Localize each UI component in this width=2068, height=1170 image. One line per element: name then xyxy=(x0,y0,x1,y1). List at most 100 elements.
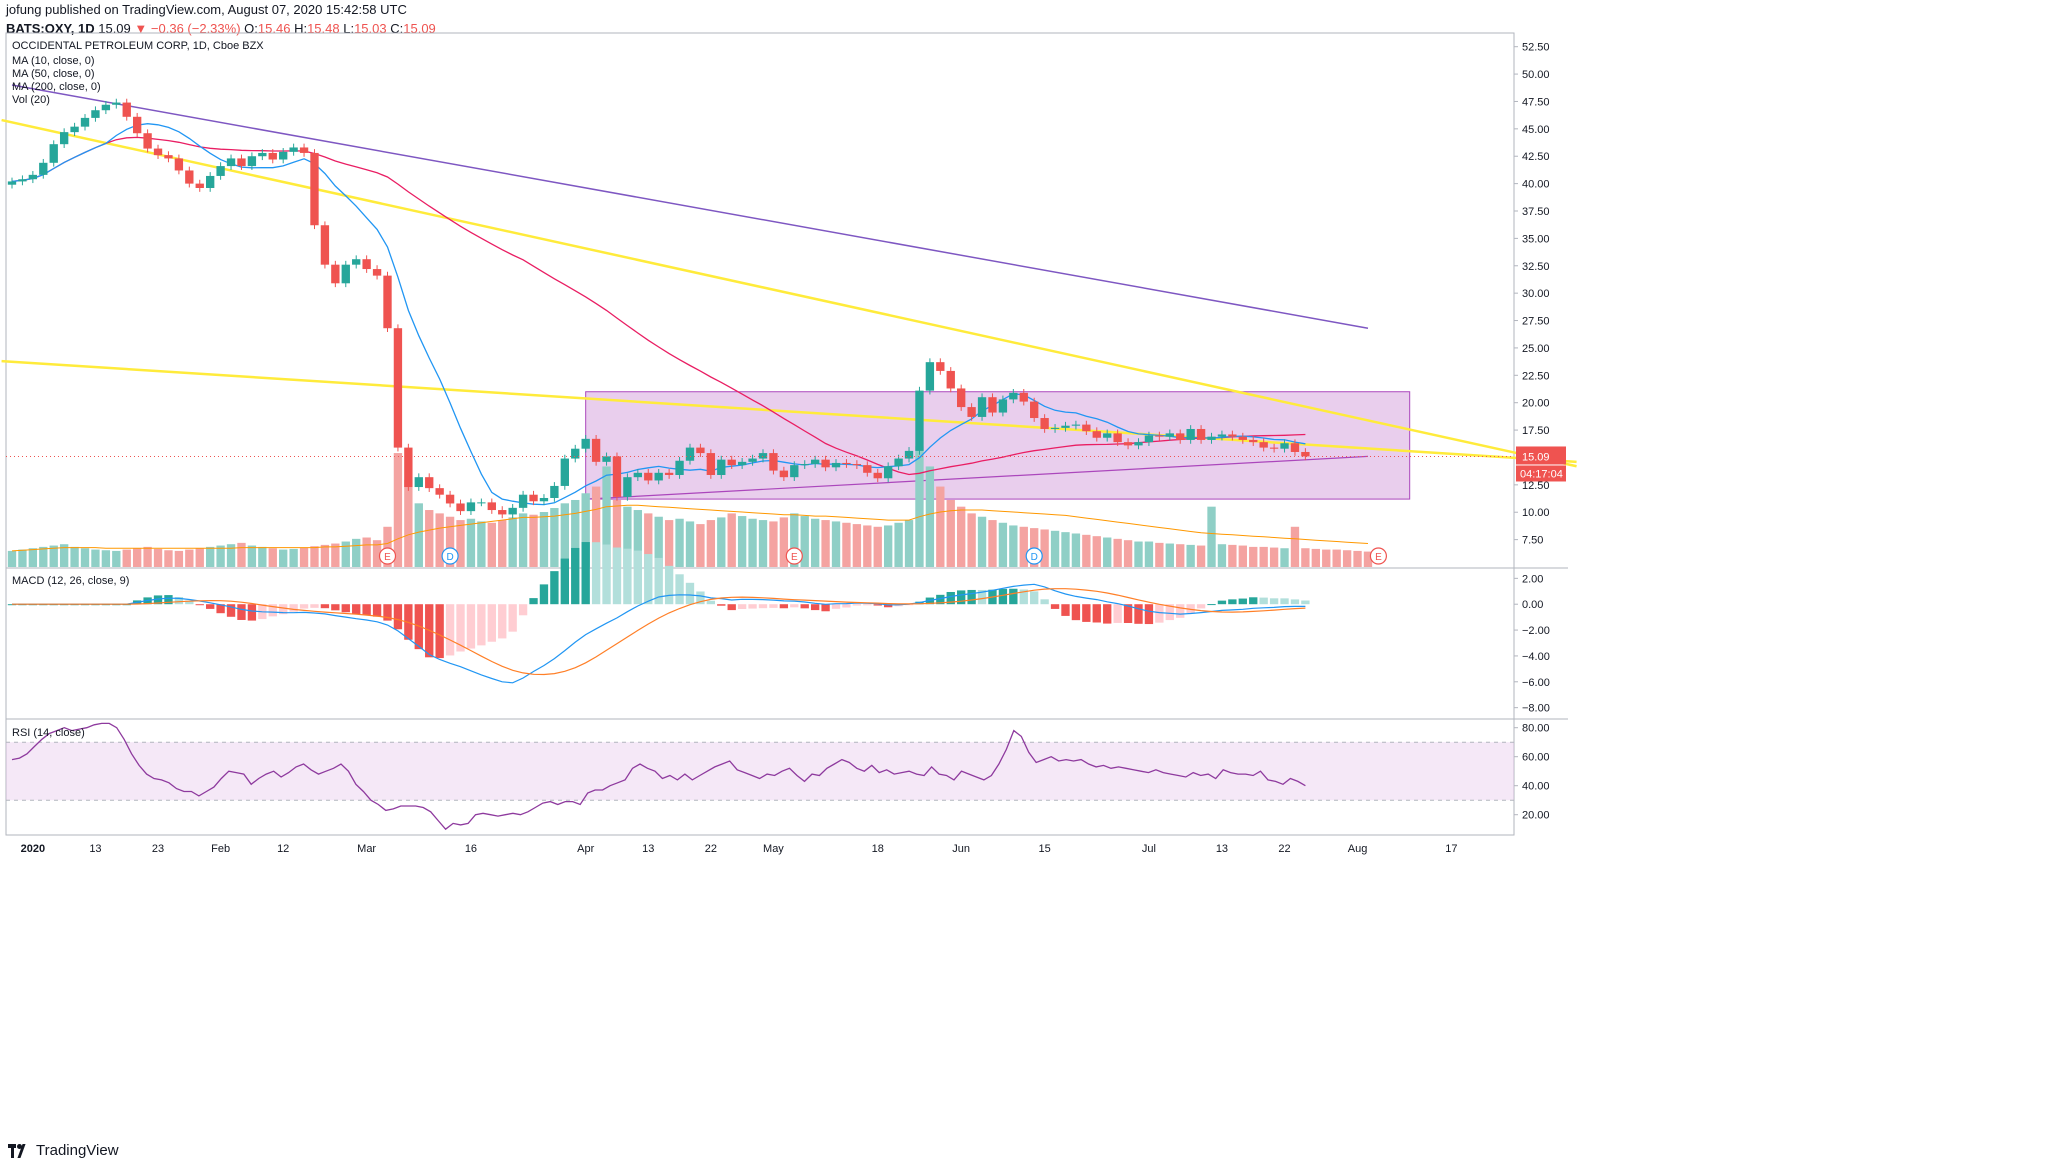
last-price-tag-label: 15.09 xyxy=(1522,451,1550,463)
indicator-legend: MA (200, close, 0) xyxy=(12,81,101,93)
volume-bar xyxy=(80,548,90,567)
volume-bar xyxy=(1092,536,1101,567)
macd-tick-label: −6.00 xyxy=(1522,677,1550,689)
candle-body xyxy=(998,399,1008,413)
plot-frame xyxy=(5,32,1515,836)
volume-bar xyxy=(664,520,674,567)
volume-bar xyxy=(299,547,309,567)
macd-histogram-bar xyxy=(1061,604,1070,616)
volume-bar xyxy=(790,513,799,567)
volume-bar xyxy=(539,512,549,567)
macd-histogram-bar xyxy=(1259,597,1268,605)
macd-histogram-bar xyxy=(320,604,330,609)
candle-body xyxy=(28,174,38,180)
candle-body xyxy=(664,472,674,475)
publish-text: jofung published on TradingView.com, Aug… xyxy=(6,2,407,17)
macd-histogram-bar xyxy=(414,604,423,650)
price-tick-label: 50.00 xyxy=(1522,69,1550,81)
volume-bar xyxy=(247,545,257,567)
candle-body xyxy=(727,459,736,466)
volume-bar xyxy=(362,537,371,567)
volume-bar xyxy=(1019,526,1028,567)
macd-histogram-bar xyxy=(466,604,476,649)
event-marker-label: D xyxy=(446,552,453,563)
candle-body xyxy=(1082,424,1091,432)
volume-bar xyxy=(101,550,111,567)
volume-bar xyxy=(852,524,862,567)
macd-histogram-bar xyxy=(1144,604,1154,625)
countdown-label: 04:17:04 xyxy=(1520,468,1563,480)
candle-body xyxy=(852,464,862,466)
macd-tick-label: −4.00 xyxy=(1522,651,1550,663)
candle-body xyxy=(132,116,142,134)
volume-bar xyxy=(59,544,69,567)
volume-bar xyxy=(268,548,277,567)
volume-bar xyxy=(206,546,215,567)
macd-histogram-bar xyxy=(706,600,716,605)
volume-bar xyxy=(581,493,590,567)
candle-body xyxy=(571,448,580,459)
candle-body xyxy=(466,502,476,512)
volume-bar xyxy=(226,544,236,567)
volume-bar xyxy=(560,503,569,567)
macd-histogram-bar xyxy=(685,582,695,605)
volume-bar xyxy=(571,499,580,567)
volume-bar xyxy=(727,513,736,567)
candle-body xyxy=(1228,434,1237,437)
volume-ma-line xyxy=(11,504,1369,552)
macd-tick-label: 2.00 xyxy=(1522,573,1543,585)
volume-bar xyxy=(289,548,298,567)
tradingview-logo-icon xyxy=(8,1143,30,1158)
macd-histogram-bar xyxy=(1019,589,1028,605)
rsi-line xyxy=(11,722,1306,831)
volume-bar xyxy=(508,517,517,567)
macd-histogram-bar xyxy=(1030,591,1039,605)
volume-bar xyxy=(644,513,653,567)
volume-bar xyxy=(1050,530,1060,567)
candle-body xyxy=(1009,392,1018,400)
macd-histogram-bar xyxy=(852,604,862,606)
candle-body xyxy=(498,510,507,515)
close-label: C: xyxy=(390,21,404,36)
candle-body xyxy=(612,456,622,497)
candle-body xyxy=(216,166,225,176)
candle-body xyxy=(1071,424,1081,426)
candle-body xyxy=(790,465,799,478)
candle-body xyxy=(675,460,684,475)
candle-body xyxy=(1238,436,1247,440)
candle-body xyxy=(717,459,726,475)
volume-bar xyxy=(779,517,789,567)
candle-body xyxy=(737,461,747,466)
macd-histogram-bar xyxy=(1280,598,1289,605)
candle-body xyxy=(1176,433,1185,440)
candle-body xyxy=(1134,442,1143,446)
candle-body xyxy=(122,102,131,117)
price-tick-label: 30.00 xyxy=(1522,288,1550,300)
event-marker xyxy=(785,547,803,565)
volume-bar xyxy=(737,516,747,567)
macd-histogram-bar xyxy=(863,604,872,606)
last-price: 15.09 xyxy=(98,21,131,36)
volume-bar xyxy=(1155,542,1164,567)
candle-body xyxy=(623,477,632,497)
candle-body xyxy=(331,264,340,284)
candle-body xyxy=(279,151,288,160)
volume-bar xyxy=(383,526,392,567)
candle-body xyxy=(1249,439,1258,443)
event-marker xyxy=(1369,547,1388,565)
candle-body xyxy=(810,459,820,465)
volume-bar xyxy=(352,538,361,567)
volume-bar xyxy=(1009,525,1018,567)
volume-bar xyxy=(1290,526,1300,567)
candle-body xyxy=(1301,451,1310,457)
rsi-pane-title: RSI (14, close) xyxy=(12,727,85,739)
volume-bar xyxy=(70,546,79,567)
candle-body xyxy=(237,158,246,167)
candle-body xyxy=(925,362,935,391)
volume-bar xyxy=(195,548,204,567)
macd-histogram-bar xyxy=(790,604,799,608)
candle-body xyxy=(1092,431,1101,438)
price-tick-label: 25.00 xyxy=(1522,343,1550,355)
macd-histogram-bar xyxy=(769,604,778,608)
